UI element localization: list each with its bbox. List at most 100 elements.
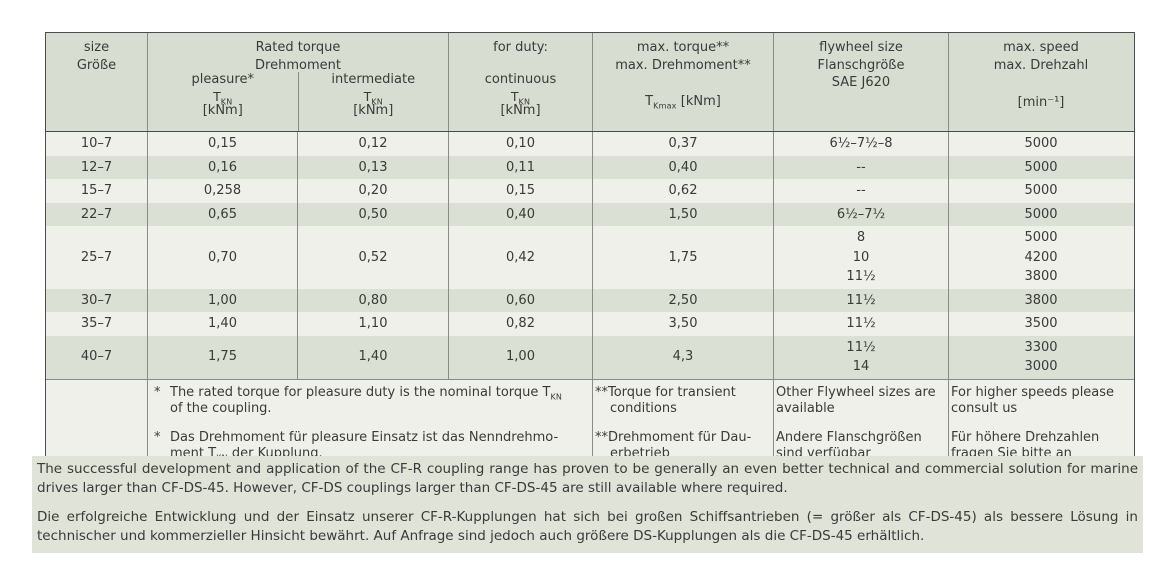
table-row: 22–7 0,65 0,50 0,40 1,50 6½–7½ 5000: [46, 202, 1134, 226]
cell-max-torque: 1,50: [592, 202, 773, 226]
cell-continuous-torque: 0,15: [448, 179, 592, 203]
header-pleasure-label: pleasure*: [191, 72, 254, 87]
cell-continuous-torque: 0,40: [448, 202, 592, 226]
cell-max-speed: 5000: [948, 179, 1133, 203]
footnote-rated-en: * The rated torque for pleasure duty is …: [150, 385, 590, 418]
header-size-en: size: [83, 40, 110, 55]
cell-max-speed: 3300 3000: [948, 335, 1133, 379]
header-intermediate-unit: [kNm]: [353, 103, 394, 118]
cell-max-torque: 0,40: [592, 155, 773, 179]
header-rated-torque-title: Rated torque Drehmoment: [148, 33, 448, 73]
cell-max-torque: 4,3: [592, 335, 773, 379]
cell-pleasure-torque: 0,258: [147, 179, 297, 203]
cell-size: 30–7: [80, 292, 113, 308]
header-max-speed-en: max. speed: [1003, 40, 1079, 55]
header-pleasure: pleasure* TKN [kNm]: [148, 72, 298, 131]
header-size: size Größe: [46, 33, 147, 131]
table-header: size Größe Rated torque Drehmoment pleas…: [46, 33, 1134, 132]
header-rated-torque-subcolumns: pleasure* TKN [kNm] intermediate TKN [kN…: [148, 72, 448, 131]
cell-continuous-torque: 0,42: [448, 226, 592, 289]
notes-block: The successful development and applicati…: [32, 456, 1143, 553]
cell-continuous-torque: 0,60: [448, 288, 592, 312]
table-footnotes: * The rated torque for pleasure duty is …: [46, 378, 1134, 467]
footnote-flywheel: Other Flywheel sizes are available Ander…: [773, 379, 948, 467]
header-max-torque-de: max. Drehmoment**: [615, 57, 751, 73]
header-continuous-unit: [kNm]: [500, 103, 541, 118]
cell-pleasure-torque: 0,15: [147, 132, 297, 156]
cell-max-torque: 1,75: [592, 226, 773, 289]
header-continuous-symbol: TKN: [510, 89, 531, 107]
cell-pleasure-torque: 1,75: [147, 335, 297, 379]
cell-pleasure-torque: 0,16: [147, 155, 297, 179]
table-row: 15–7 0,258 0,20 0,15 0,62 -- 5000: [46, 179, 1134, 203]
cell-size: 12–7: [80, 159, 113, 175]
header-max-speed-de: max. Drehzahl: [993, 57, 1089, 73]
cell-max-speed: 5000: [948, 202, 1133, 226]
footnote-max-torque: **Torque for transient conditions **Dreh…: [592, 379, 773, 467]
header-max-torque: max. torque** max. Drehmoment** TKmax [k…: [592, 33, 773, 131]
coupling-spec-table: size Größe Rated torque Drehmoment pleas…: [45, 32, 1135, 468]
header-pleasure-symbol: TKN: [213, 89, 233, 107]
header-rated-torque-de: Drehmoment: [255, 57, 341, 73]
cell-size: 22–7: [80, 206, 113, 222]
note-paragraph-de: Die erfolgreiche Entwicklung und der Ein…: [37, 509, 1138, 544]
header-continuous-sub: continuous TKN [kNm]: [449, 72, 592, 118]
cell-intermediate-torque: 1,40: [297, 335, 448, 379]
footnote-speed: For higher speeds please consult us Für …: [948, 379, 1133, 467]
cell-max-torque: 3,50: [592, 312, 773, 336]
cell-continuous-torque: 0,10: [448, 132, 592, 156]
header-flywheel-de: Flanschgröße: [817, 57, 905, 73]
cell-intermediate-torque: 0,80: [297, 288, 448, 312]
footnote-marker: *: [154, 384, 161, 400]
cell-size: 10–7: [80, 136, 113, 151]
cell-max-torque: 2,50: [592, 288, 773, 312]
footnote-speed-en: For higher speeds please consult us: [951, 384, 1115, 417]
header-intermediate: intermediate TKN [kNm]: [297, 72, 449, 131]
table-row: 10–7 0,15 0,12 0,10 0,37 6½–7½–8 5000: [46, 132, 1134, 156]
cell-max-speed: 5000: [948, 155, 1133, 179]
footnote-max-torque-en: **Torque for transient conditions: [595, 384, 736, 417]
cell-pleasure-torque: 0,65: [147, 202, 297, 226]
cell-flywheel-size: 6½–7½–8: [773, 132, 948, 156]
header-max-torque-symbol: TKmax [kNm]: [645, 94, 721, 111]
cell-flywheel-size: --: [773, 179, 948, 203]
cell-size: 35–7: [80, 316, 113, 331]
table-body: 10–7 0,15 0,12 0,10 0,37 6½–7½–8 5000 12…: [46, 132, 1134, 379]
cell-pleasure-torque: 1,40: [147, 312, 297, 336]
cell-intermediate-torque: 0,52: [297, 226, 448, 289]
cell-intermediate-torque: 0,50: [297, 202, 448, 226]
cell-max-torque: 0,62: [592, 179, 773, 203]
cell-continuous-torque: 0,82: [448, 312, 592, 336]
header-continuous-label: continuous: [484, 72, 557, 87]
header-rated-torque-group: Rated torque Drehmoment pleasure* TKN [k…: [147, 33, 448, 131]
header-for-duty: for duty:: [493, 40, 548, 55]
cell-max-speed: 5000: [948, 132, 1133, 156]
cell-max-speed: 5000 4200 3800: [948, 226, 1133, 289]
header-max-speed: max. speed max. Drehzahl [min⁻¹]: [948, 33, 1133, 131]
note-paragraph-en: The successful development and applicati…: [37, 461, 1138, 496]
cell-flywheel-size: 11½: [773, 288, 948, 312]
cell-flywheel-size: 8 10 11½: [773, 226, 948, 289]
cell-intermediate-torque: 0,20: [297, 179, 448, 203]
table-row: 35–7 1,40 1,10 0,82 3,50 11½ 3500: [46, 312, 1134, 336]
cell-pleasure-torque: 1,00: [147, 288, 297, 312]
header-size-de: Größe: [76, 57, 117, 73]
cell-intermediate-torque: 1,10: [297, 312, 448, 336]
cell-continuous-torque: 1,00: [448, 335, 592, 379]
footnote-empty-cell: [46, 380, 147, 467]
header-pleasure-unit: [kNm]: [202, 103, 243, 118]
table-row: 30–7 1,00 0,80 0,60 2,50 11½ 3800: [46, 288, 1134, 312]
header-intermediate-symbol: TKN: [363, 89, 383, 107]
cell-flywheel-size: 6½–7½: [773, 202, 948, 226]
table-row: 25–7 0,70 0,52 0,42 1,75 8 10 11½ 5000 4…: [46, 226, 1134, 289]
cell-pleasure-torque: 0,70: [147, 226, 297, 289]
cell-intermediate-torque: 0,13: [297, 155, 448, 179]
table-row: 12–7 0,16 0,13 0,11 0,40 -- 5000: [46, 155, 1134, 179]
footnote-rated-en-text: The rated torque for pleasure duty is th…: [170, 384, 563, 417]
footnote-rated-torque: * The rated torque for pleasure duty is …: [147, 379, 592, 467]
header-intermediate-label: intermediate: [331, 72, 416, 87]
header-rated-torque-en: Rated torque: [255, 40, 341, 55]
header-max-torque-en: max. torque**: [636, 40, 730, 55]
footnote-flywheel-en: Other Flywheel sizes are available: [776, 384, 936, 417]
footnote-marker: *: [154, 429, 161, 445]
